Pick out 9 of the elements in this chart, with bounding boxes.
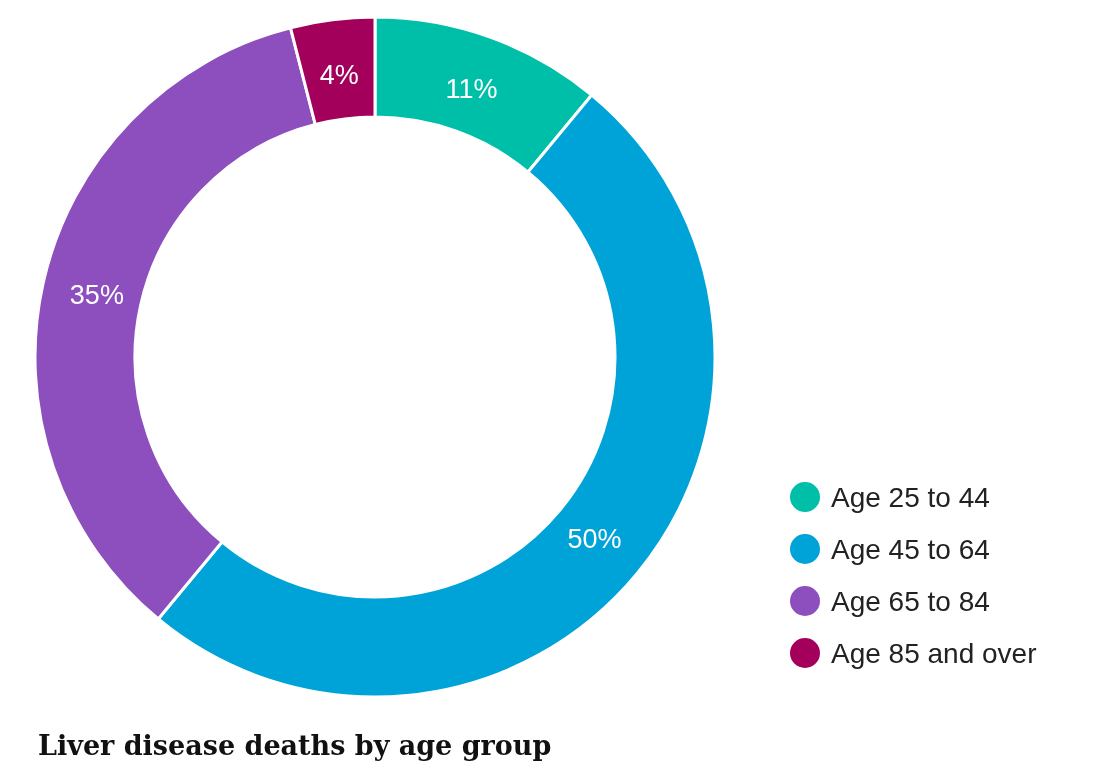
data-label: 11% xyxy=(445,74,498,105)
data-label: 50% xyxy=(567,524,622,555)
data-label: 4% xyxy=(319,59,359,90)
legend-label: Age 25 to 44 xyxy=(831,481,990,513)
legend-label: Age 65 to 84 xyxy=(831,585,990,617)
legend-label: Age 45 to 64 xyxy=(831,533,990,565)
text: Liver disease deaths by age group xyxy=(38,730,552,761)
legend-label: Age 85 and over xyxy=(831,637,1037,669)
data-label: 35% xyxy=(69,280,124,311)
